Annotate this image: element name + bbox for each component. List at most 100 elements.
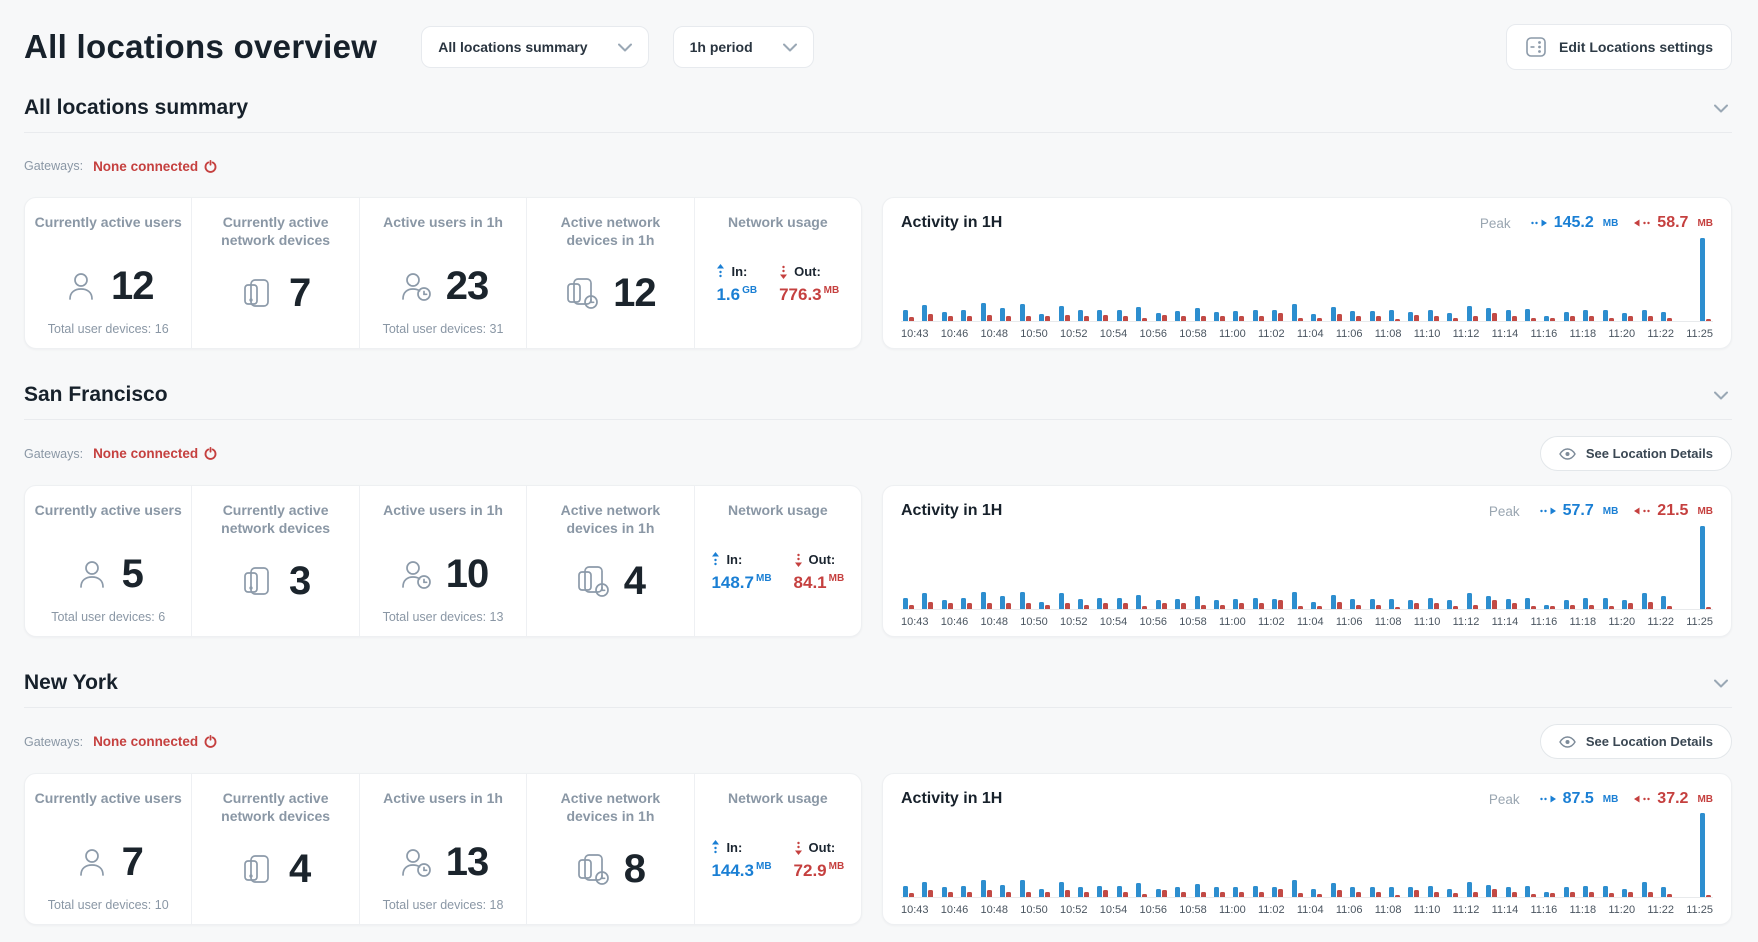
activity-bar-pair	[1194, 596, 1206, 609]
activity-bar-out	[1142, 318, 1148, 321]
activity-bar-in	[941, 887, 947, 897]
activity-bar-in	[1272, 886, 1278, 897]
section-collapse-toggle[interactable]	[1710, 677, 1732, 690]
activity-bar-in	[1311, 889, 1317, 897]
activity-bar-plot	[901, 522, 1713, 610]
activity-bar-in	[922, 881, 928, 897]
activity-bar-out	[1239, 892, 1245, 897]
x-axis-tick-label: 10:58	[1179, 616, 1207, 628]
arrow-down-dotted-icon	[794, 841, 802, 855]
activity-bar-out	[1375, 604, 1381, 609]
activity-bar-out	[1356, 892, 1362, 897]
activity-bar-in	[1272, 310, 1278, 321]
edit-locations-settings-button[interactable]: Edit Locations settings	[1505, 24, 1732, 70]
activity-bar-in	[980, 303, 986, 321]
stat-currently-active-network-devices: Currently active network devices 3	[191, 486, 358, 636]
activity-bar-pair	[1486, 308, 1498, 321]
activity-bar-pair	[961, 597, 973, 609]
activity-bar-pair	[1369, 598, 1381, 609]
activity-bar-in	[1155, 312, 1161, 321]
activity-bar-pair	[1661, 596, 1673, 609]
x-axis-tick-label: 11:18	[1569, 616, 1597, 628]
activity-bar-out	[1103, 603, 1109, 609]
chevron-down-icon	[1714, 104, 1728, 112]
activity-bar-in	[922, 593, 928, 609]
x-axis-tick-label: 11:22	[1647, 904, 1675, 916]
activity-bar-out	[1511, 892, 1517, 897]
gateways-status-text: None connected	[93, 446, 199, 461]
x-axis-tick-label: 11:12	[1452, 328, 1480, 340]
activity-bar-pair	[1602, 885, 1614, 897]
activity-bar-in	[1252, 885, 1258, 897]
activity-bar-pair	[1602, 309, 1614, 321]
activity-bar-pair	[1136, 882, 1148, 897]
activity-bar-pair	[1388, 886, 1400, 897]
activity-bar-out	[1181, 315, 1187, 321]
activity-bar-out	[1220, 316, 1225, 321]
activity-bar-out	[1064, 890, 1070, 897]
x-axis-tick-label: 10:43	[901, 904, 929, 916]
activity-bar-pair	[1447, 889, 1459, 897]
section-title: All locations summary	[24, 96, 249, 119]
see-location-details-button[interactable]: See Location Details	[1539, 724, 1732, 759]
section-title: New York	[24, 671, 118, 694]
x-axis-tick-label: 11:25	[1686, 616, 1713, 628]
see-location-details-button[interactable]: See Location Details	[1539, 436, 1732, 471]
usage-in-unit: GB	[742, 285, 758, 297]
x-axis-tick-label: 10:43	[901, 328, 929, 340]
activity-bar-out	[947, 892, 953, 897]
activity-bar-in	[1447, 889, 1453, 897]
activity-bar-in	[903, 885, 908, 897]
period-select[interactable]: 1h period	[672, 26, 814, 68]
activity-bar-out	[1297, 606, 1303, 609]
network-devices-clock-icon	[577, 566, 609, 597]
power-off-icon	[204, 447, 217, 460]
activity-bar-out	[1569, 316, 1575, 321]
activity-bar-pair	[961, 885, 973, 897]
section-new-york: New York Gateways: None connected	[24, 667, 1732, 925]
activity-bar-pair	[1252, 309, 1264, 321]
x-axis-tick-label: 10:48	[980, 904, 1009, 916]
activity-bar-out	[1492, 312, 1498, 321]
activity-bar-in	[1000, 884, 1006, 897]
activity-bar-in	[1194, 307, 1200, 321]
activity-bar-in	[1699, 813, 1705, 897]
activity-bar-pair	[1058, 881, 1070, 897]
x-axis-tick-label: 11:00	[1219, 328, 1246, 340]
x-axis-tick-label: 10:52	[1060, 904, 1088, 916]
activity-bar-in	[1214, 600, 1219, 609]
activity-bar-pair	[1525, 885, 1536, 897]
activity-bar-pair	[1699, 526, 1711, 609]
arrow-right-dotted-icon	[1539, 795, 1556, 803]
activity-bar-in	[1486, 308, 1492, 321]
x-axis-tick-label: 11:02	[1257, 904, 1285, 916]
usage-in: In: 144.3 MB	[711, 840, 772, 880]
activity-bar-out	[1608, 317, 1614, 321]
activity-bar-out	[1608, 893, 1614, 897]
arrow-up-dotted-icon	[717, 264, 725, 278]
x-axis-tick-label: 11:02	[1257, 616, 1285, 628]
activity-bar-in	[1563, 311, 1569, 321]
activity-bar-in	[1175, 887, 1181, 897]
activity-bar-pair	[1000, 884, 1012, 897]
activity-bar-out	[1317, 894, 1323, 897]
activity-bar-out	[1200, 892, 1206, 897]
section-collapse-toggle[interactable]	[1710, 389, 1732, 402]
scope-select[interactable]: All locations summary	[421, 26, 649, 68]
stat-card-group: Currently active users 5 Total user devi…	[24, 485, 862, 637]
stat-total: Total user devices: 13	[382, 610, 504, 624]
activity-chart-card: Activity in 1H Peak 87.5 MB	[882, 773, 1732, 925]
activity-bar-out	[1045, 892, 1051, 897]
section-collapse-toggle[interactable]	[1710, 102, 1732, 115]
stat-active-users-1h: Active users in 1h 13 Total user devices…	[358, 774, 526, 924]
activity-bar-pair	[1388, 598, 1400, 609]
activity-bar-pair	[1175, 598, 1187, 609]
activity-bar-in	[1077, 598, 1083, 609]
x-axis-tick-label: 11:16	[1530, 904, 1558, 916]
stat-value: 3	[288, 558, 311, 603]
stat-network-usage: Network usage In: 148.7 MB	[693, 486, 861, 636]
activity-bar-out	[909, 604, 914, 609]
activity-bar-in	[1525, 597, 1530, 609]
peak-out-unit: MB	[1697, 793, 1713, 805]
activity-bar-pair	[1486, 884, 1498, 897]
